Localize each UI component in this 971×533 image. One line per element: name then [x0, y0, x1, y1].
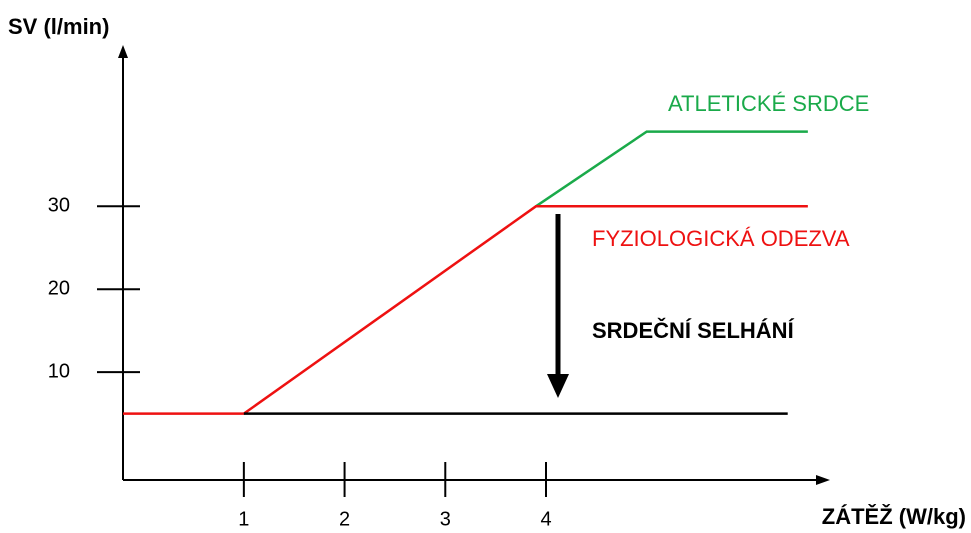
series-label: FYZIOLOGICKÁ ODEZVA — [592, 226, 850, 251]
x-tick-label: 2 — [339, 508, 350, 530]
y-tick-label: 20 — [48, 278, 70, 300]
y-axis-arrow — [118, 45, 128, 58]
x-tick-label: 3 — [440, 508, 451, 530]
line — [535, 130, 808, 208]
series-label: ATLETICKÉ SRDCE — [668, 91, 869, 116]
annotation-arrowhead — [547, 374, 569, 398]
y-tick-label: 30 — [48, 195, 70, 217]
annotation: SRDEČNÍ SELHÁNÍ — [592, 318, 795, 343]
x-axis-label: ZÁTĚŽ (W/kg) — [822, 504, 966, 529]
line — [123, 205, 808, 415]
y-axis-label: SV (l/min) — [8, 14, 109, 39]
x-tick-label: 1 — [238, 508, 249, 530]
x-tick-label: 4 — [540, 508, 551, 530]
x-axis-arrow — [816, 475, 830, 485]
y-tick-label: 10 — [48, 360, 70, 382]
